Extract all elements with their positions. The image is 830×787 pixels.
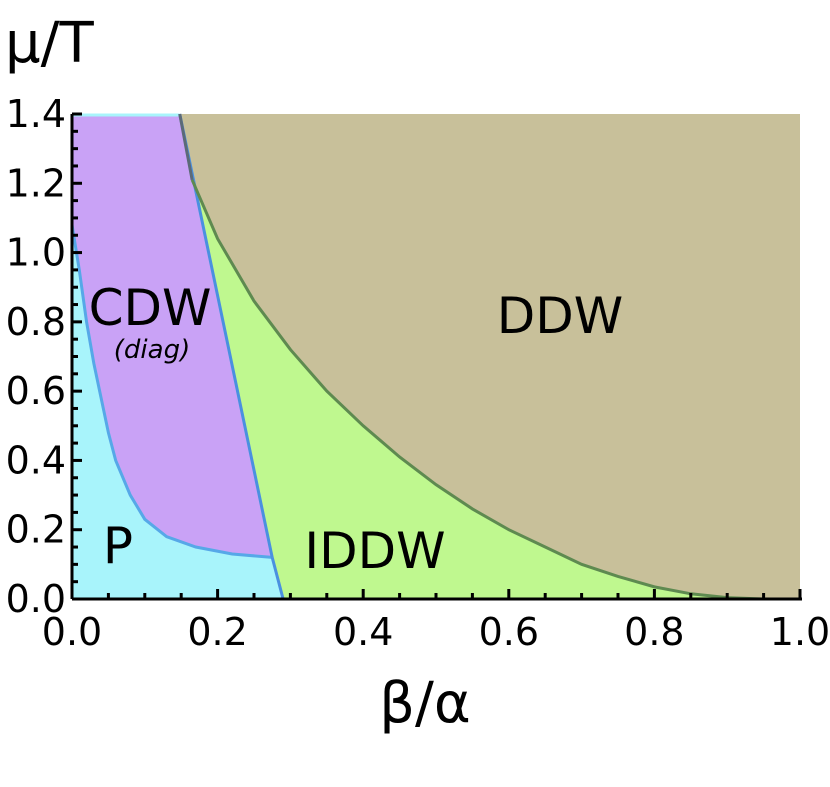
region-label-ddw: DDW [497,287,623,345]
y-tick-label: 1.2 [6,161,66,205]
x-tick-label: 0.2 [187,610,247,654]
y-tick-label: 0.6 [6,369,66,413]
phase-boundaries [70,113,764,601]
y-tick-label: 1.4 [6,92,66,136]
x-tick-label: 1.0 [770,610,830,654]
y-tick-label: 0.4 [6,438,66,482]
phase-regions [72,113,800,600]
boundary-p-cdw [70,224,273,559]
y-tick-label: 0.2 [6,508,66,552]
ticks [70,112,802,601]
y-axis-title: μ/T [5,11,94,76]
region-label-iddw: IDDW [304,522,445,580]
boundary-cdw-ddw [178,113,194,181]
x-tick-label: 0.0 [42,610,102,654]
region-sublabel-cdw: (diag) [114,335,190,365]
region-label-cdw: CDW [89,279,212,337]
region-labels: P CDW (diag) IDDW DDW [89,279,624,580]
x-tick-label: 0.6 [479,610,539,654]
y-tick-label: 0.8 [6,300,66,344]
y-tick-label: 0.0 [6,577,66,621]
x-tick-label: 0.8 [624,610,684,654]
region-label-p: P [103,517,133,575]
x-axis-title: β/α [379,671,471,736]
tick-labels: 0.0 0.2 0.4 0.6 0.8 1.0 0.0 0.2 0.4 0.6 0.8 1.0 1.2 1… [6,92,830,654]
y-tick-label: 1.0 [6,231,66,275]
x-tick-label: 0.4 [333,610,393,654]
region-iddw [192,179,764,600]
region-p [72,224,284,599]
region-cdw [72,114,273,558]
boundary-iddw-ddw [190,179,764,601]
boundary-p-iddw [270,557,285,600]
